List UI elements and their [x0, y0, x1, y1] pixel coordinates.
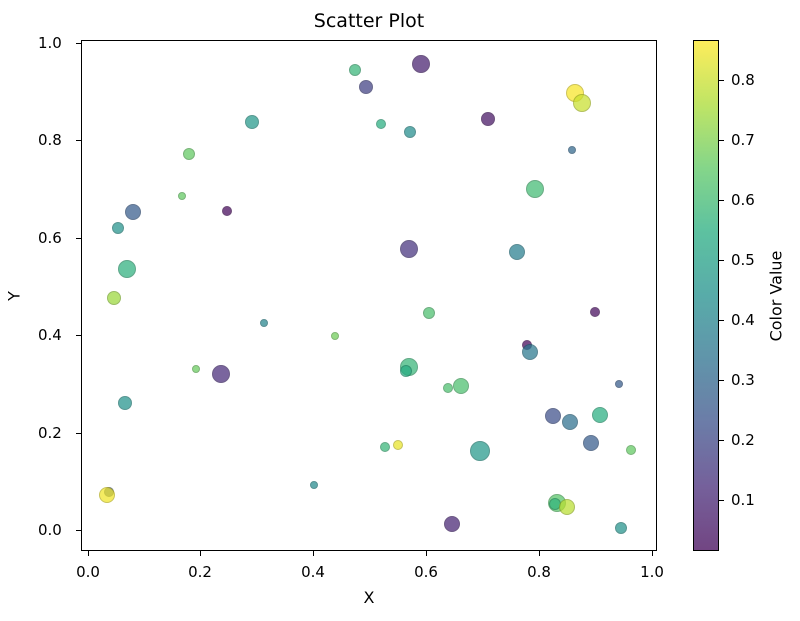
y-axis-label: Y — [4, 291, 24, 301]
scatter-point — [442, 382, 453, 393]
scatter-point — [117, 259, 136, 278]
y-tick-label: 0.4 — [38, 326, 62, 344]
scatter-point — [509, 243, 525, 260]
x-tick-mark — [200, 551, 201, 556]
plot-area — [81, 40, 657, 551]
scatter-point — [423, 306, 436, 319]
colorbar-tick-mark — [719, 200, 724, 201]
y-tick-label: 0.6 — [38, 229, 62, 247]
scatter-point — [526, 180, 545, 199]
scatter-point — [572, 93, 591, 112]
y-tick-label: 0.0 — [38, 521, 62, 539]
scatter-point — [192, 364, 201, 373]
scatter-point — [244, 114, 259, 129]
colorbar-tick-mark — [719, 500, 724, 501]
scatter-point — [348, 63, 361, 76]
x-tick-label: 0.0 — [76, 563, 100, 581]
scatter-point — [359, 79, 374, 94]
x-tick-mark — [313, 551, 314, 556]
colorbar-tick-label: 0.4 — [731, 311, 755, 329]
colorbar-tick-label: 0.7 — [731, 131, 755, 149]
y-tick-label: 0.2 — [38, 424, 62, 442]
colorbar-tick-label: 0.3 — [731, 371, 755, 389]
scatter-point — [260, 319, 269, 328]
y-tick-label: 1.0 — [38, 34, 62, 52]
colorbar-tick-label: 0.1 — [731, 491, 755, 509]
colorbar-tick-mark — [719, 380, 724, 381]
colorbar-tick-mark — [719, 260, 724, 261]
y-tick-mark — [76, 335, 81, 336]
scatter-point — [99, 486, 116, 503]
colorbar-tick-label: 0.2 — [731, 431, 755, 449]
x-tick-mark — [88, 551, 89, 556]
scatter-point — [393, 439, 404, 450]
scatter-point — [106, 291, 121, 306]
colorbar-tick-label: 0.8 — [731, 71, 755, 89]
colorbar-tick-mark — [719, 320, 724, 321]
scatter-point — [625, 445, 636, 456]
x-axis-label: X — [363, 588, 375, 607]
chart-title: Scatter Plot — [313, 10, 425, 32]
x-tick-label: 0.6 — [414, 563, 438, 581]
y-tick-label: 0.8 — [38, 131, 62, 149]
scatter-point — [222, 206, 233, 216]
x-tick-label: 1.0 — [640, 563, 664, 581]
colorbar-label: Color Value — [766, 250, 786, 342]
scatter-point — [411, 54, 430, 73]
scatter-point — [111, 222, 124, 235]
scatter-point — [182, 148, 195, 161]
colorbar-tick-mark — [719, 140, 724, 141]
scatter-point — [400, 365, 413, 378]
scatter-point — [591, 407, 608, 424]
colorbar-frame — [693, 40, 719, 551]
y-tick-mark — [76, 140, 81, 141]
scatter-point — [379, 442, 390, 453]
scatter-point — [309, 481, 318, 490]
y-tick-mark — [76, 43, 81, 44]
scatter-point — [469, 441, 490, 462]
x-tick-label: 0.8 — [527, 563, 551, 581]
y-tick-mark — [76, 530, 81, 531]
x-tick-mark — [539, 551, 540, 556]
scatter-point — [521, 344, 538, 361]
x-tick-label: 0.2 — [188, 563, 212, 581]
x-tick-label: 0.4 — [301, 563, 325, 581]
scatter-point — [545, 408, 562, 425]
scatter-point — [178, 191, 187, 200]
scatter-point — [615, 522, 628, 535]
scatter-point — [614, 379, 623, 388]
scatter-point — [568, 146, 577, 155]
scatter-point — [125, 203, 142, 220]
scatter-point — [399, 240, 418, 258]
scatter-point — [375, 118, 386, 129]
colorbar-tick-label: 0.6 — [731, 191, 755, 209]
scatter-point — [589, 306, 600, 317]
x-tick-mark — [426, 551, 427, 556]
scatter-point — [444, 516, 461, 533]
colorbar-tick-mark — [719, 440, 724, 441]
scatter-point — [331, 332, 340, 341]
scatter-point — [211, 365, 230, 384]
colorbar-tick-mark — [719, 80, 724, 81]
scatter-point — [480, 111, 495, 126]
scatter-point — [452, 377, 469, 394]
x-tick-mark — [652, 551, 653, 556]
colorbar-tick-label: 0.5 — [731, 251, 755, 269]
scatter-point — [559, 499, 576, 516]
y-tick-mark — [76, 238, 81, 239]
scatter-point — [582, 434, 599, 451]
scatter-point — [118, 395, 133, 410]
scatter-point — [561, 413, 578, 430]
scatter-point — [404, 126, 417, 139]
y-tick-mark — [76, 433, 81, 434]
